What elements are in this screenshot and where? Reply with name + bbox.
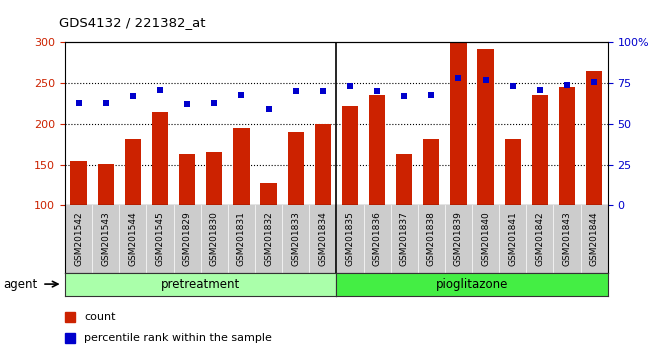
Bar	[315, 124, 331, 205]
Text: GSM201843: GSM201843	[562, 212, 571, 266]
Bar	[504, 138, 521, 205]
Text: percentile rank within the sample: percentile rank within the sample	[84, 333, 272, 343]
Text: GSM201542: GSM201542	[74, 212, 83, 266]
Point	[209, 100, 220, 105]
Point	[508, 84, 518, 89]
Text: GSM201545: GSM201545	[155, 212, 164, 266]
Point	[236, 92, 246, 97]
Text: agent: agent	[3, 278, 38, 291]
Text: GSM201831: GSM201831	[237, 211, 246, 267]
Text: GSM201838: GSM201838	[427, 211, 436, 267]
Bar	[125, 139, 141, 205]
Point	[535, 87, 545, 92]
Point	[589, 79, 599, 84]
Point	[73, 100, 84, 105]
Bar	[423, 139, 439, 205]
Text: GSM201834: GSM201834	[318, 212, 328, 266]
Bar	[342, 106, 358, 205]
Text: GSM201839: GSM201839	[454, 211, 463, 267]
Bar	[152, 112, 168, 205]
Bar	[287, 132, 304, 205]
Text: GSM201829: GSM201829	[183, 212, 192, 266]
Bar	[179, 154, 195, 205]
Point	[291, 88, 301, 94]
Text: GSM201544: GSM201544	[128, 212, 137, 266]
Bar	[396, 154, 412, 205]
Bar	[532, 95, 548, 205]
Point	[344, 84, 355, 89]
Text: GSM201840: GSM201840	[481, 212, 490, 266]
Point	[453, 75, 463, 81]
Bar	[261, 183, 277, 205]
Point	[155, 87, 165, 92]
Text: GSM201844: GSM201844	[590, 212, 599, 266]
Text: GDS4132 / 221382_at: GDS4132 / 221382_at	[58, 16, 205, 29]
Text: GSM201830: GSM201830	[210, 211, 219, 267]
Point	[101, 100, 111, 105]
Text: GSM201836: GSM201836	[372, 211, 382, 267]
Point	[480, 77, 491, 83]
Text: GSM201837: GSM201837	[400, 211, 409, 267]
Bar	[369, 95, 385, 205]
Point	[399, 93, 410, 99]
Point	[263, 107, 274, 112]
Bar	[559, 87, 575, 205]
Text: GSM201543: GSM201543	[101, 212, 111, 266]
Text: GSM201832: GSM201832	[264, 212, 273, 266]
Text: GSM201841: GSM201841	[508, 212, 517, 266]
Point	[426, 92, 437, 97]
Point	[562, 82, 572, 88]
Bar	[478, 49, 494, 205]
Bar	[586, 71, 603, 205]
Bar	[70, 161, 86, 205]
Point	[127, 93, 138, 99]
Text: GSM201835: GSM201835	[345, 211, 354, 267]
Text: count: count	[84, 312, 116, 321]
Point	[318, 88, 328, 94]
Text: GSM201833: GSM201833	[291, 211, 300, 267]
Point	[372, 88, 382, 94]
Bar	[98, 164, 114, 205]
Text: pretreatment: pretreatment	[161, 278, 240, 291]
Point	[182, 102, 192, 107]
Text: GSM201842: GSM201842	[536, 212, 545, 266]
Bar	[450, 42, 467, 205]
Text: pioglitazone: pioglitazone	[436, 278, 508, 291]
Bar	[206, 152, 222, 205]
Bar	[233, 128, 250, 205]
